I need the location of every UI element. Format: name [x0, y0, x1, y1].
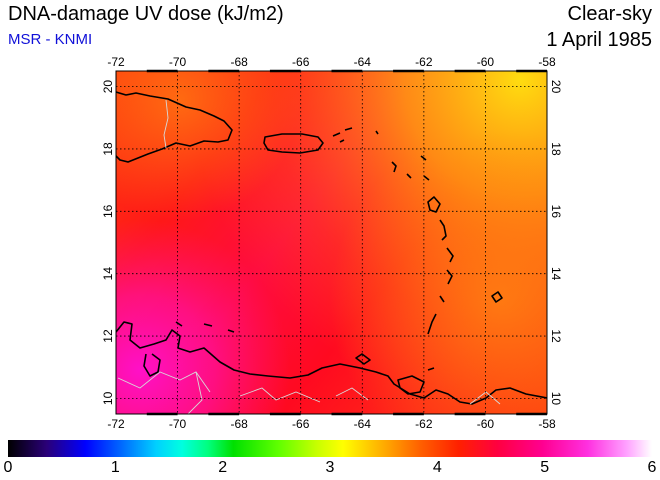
lat-label-right: 10 — [549, 392, 563, 406]
colorbar-tick-label: 0 — [3, 459, 13, 476]
lat-label-right: 12 — [549, 329, 563, 343]
date-label: 1 April 1985 — [546, 29, 652, 51]
lon-label-bottom: -66 — [292, 417, 310, 431]
virgin-islands — [332, 127, 353, 143]
maracaibo-lake — [143, 353, 161, 377]
lat-label-left: 20 — [101, 80, 115, 94]
colorbar-tick-label: 6 — [647, 459, 657, 476]
sky-condition-label: Clear-sky — [567, 3, 652, 25]
lon-label-bottom: -68 — [230, 417, 248, 431]
lat-label-right: 18 — [549, 142, 563, 156]
frame-ticks — [146, 69, 547, 416]
lon-label-top: -62 — [415, 55, 433, 69]
lon-label-bottom: -62 — [415, 417, 433, 431]
lon-label-top: -64 — [354, 55, 372, 69]
tobago — [427, 367, 435, 371]
guadeloupe — [427, 196, 441, 213]
colorbar-tick-label: 5 — [540, 459, 550, 476]
lon-label-bottom: -64 — [354, 417, 372, 431]
lon-label-bottom: -60 — [477, 417, 495, 431]
abc-islands — [175, 321, 235, 333]
lon-label-top: -70 — [169, 55, 187, 69]
graticule — [116, 71, 547, 414]
lesser-antilles-north — [375, 130, 430, 181]
lat-label-right: 14 — [549, 267, 563, 281]
colorbar — [8, 440, 652, 457]
lon-label-top: -58 — [538, 55, 556, 69]
lat-label-left: 10 — [101, 391, 115, 405]
lat-label-right: 20 — [549, 80, 563, 94]
south-america-coast — [116, 321, 547, 405]
lat-label-right: 16 — [549, 205, 563, 219]
lon-label-top: -66 — [292, 55, 310, 69]
colorbar-tick-label: 3 — [325, 459, 335, 476]
colorbar-tick-label: 4 — [432, 459, 442, 476]
margarita — [355, 353, 371, 365]
lon-label-top: -60 — [477, 55, 495, 69]
source-label: MSR - KNMI — [8, 31, 93, 48]
coastlines — [116, 91, 547, 405]
barbados — [491, 291, 503, 303]
lat-label-left: 18 — [101, 142, 115, 156]
lat-label-left: 14 — [101, 267, 115, 281]
lat-label-left: 12 — [101, 329, 115, 343]
lon-label-bottom: -72 — [107, 417, 125, 431]
lat-label-left: 16 — [101, 204, 115, 218]
map-title: DNA-damage UV dose (kJ/m2) — [8, 3, 284, 25]
lon-label-bottom: -58 — [538, 417, 556, 431]
lon-label-bottom: -70 — [169, 417, 187, 431]
lat-labels-right: 10 12 14 16 18 20 — [549, 80, 563, 405]
colorbar-tick-label: 1 — [110, 459, 120, 476]
dominica-martinique — [439, 219, 454, 285]
lon-labels-top: -72 -70 -68 -66 -64 -62 -60 -58 — [107, 55, 556, 69]
lon-label-top: -72 — [107, 55, 125, 69]
puerto-rico-coast — [263, 133, 324, 154]
lon-labels-bottom: -72 -70 -68 -66 -64 -62 -60 -58 — [107, 417, 556, 431]
colorbar-tick-label: 2 — [218, 459, 228, 476]
hispaniola-coast — [116, 91, 233, 163]
grenadines — [427, 295, 445, 335]
lat-labels-left: 10 12 14 16 18 20 — [101, 80, 115, 405]
lon-label-top: -68 — [230, 55, 248, 69]
